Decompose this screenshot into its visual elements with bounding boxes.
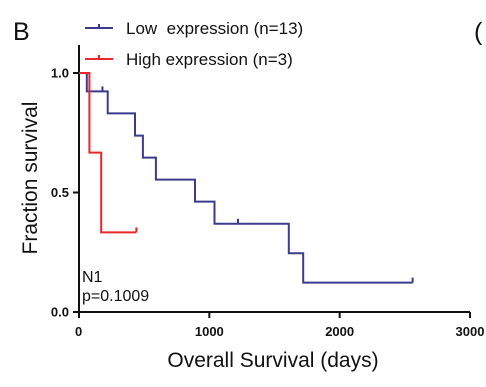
axes: 0.0 0.5 1.0 0 1000 2000 3000 bbox=[51, 45, 484, 339]
legend-label-high: High expression (n=3) bbox=[126, 50, 293, 69]
y-tick-label: 0.0 bbox=[51, 305, 69, 320]
x-tick-label: 0 bbox=[75, 324, 82, 339]
y-tick-label: 0.5 bbox=[51, 185, 69, 200]
plot-series bbox=[79, 72, 414, 284]
legend-item-high: High expression (n=3) bbox=[85, 50, 293, 69]
x-axis-label: Overall Survival (days) bbox=[167, 349, 378, 372]
x-tick-label: 2000 bbox=[325, 324, 354, 339]
x-ticks: 0 1000 2000 3000 bbox=[75, 312, 484, 339]
cut-panel-label: ( bbox=[474, 18, 483, 46]
y-axis-label: Fraction survival bbox=[19, 102, 42, 255]
panel-label: B bbox=[13, 18, 30, 46]
y-ticks: 0.0 0.5 1.0 bbox=[51, 66, 79, 320]
x-tick-label: 1000 bbox=[195, 324, 224, 339]
legend: Low expression (n=13) High expression (n… bbox=[85, 19, 303, 69]
legend-item-low: Low expression (n=13) bbox=[85, 19, 303, 38]
series-line-low bbox=[79, 72, 413, 284]
y-tick-label: 1.0 bbox=[51, 66, 69, 81]
series-line-high bbox=[79, 72, 137, 234]
annotation-pvalue: p=0.1009 bbox=[82, 288, 149, 305]
annotation-n1: N1 bbox=[82, 269, 103, 286]
legend-label-low: Low expression (n=13) bbox=[126, 19, 303, 38]
x-tick-label: 3000 bbox=[456, 324, 485, 339]
